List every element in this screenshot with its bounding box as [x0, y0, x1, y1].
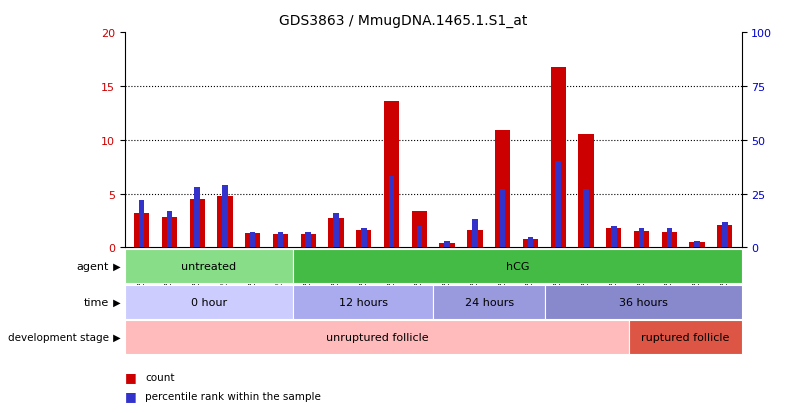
- Bar: [662, 233, 677, 248]
- Text: 0 hour: 0 hour: [191, 297, 227, 307]
- Text: time: time: [84, 297, 109, 307]
- Bar: [634, 232, 649, 248]
- Bar: [444, 241, 450, 248]
- Bar: [550, 67, 566, 248]
- Bar: [606, 228, 621, 248]
- Text: unruptured follicle: unruptured follicle: [326, 332, 429, 342]
- Bar: [328, 219, 343, 248]
- Bar: [467, 230, 483, 248]
- Text: 36 hours: 36 hours: [619, 297, 668, 307]
- Bar: [139, 201, 144, 248]
- Bar: [272, 235, 288, 248]
- Bar: [439, 244, 455, 248]
- Bar: [305, 233, 311, 248]
- Bar: [500, 190, 505, 248]
- Bar: [555, 162, 561, 248]
- Bar: [189, 199, 205, 248]
- Bar: [717, 225, 733, 248]
- Bar: [722, 222, 728, 248]
- Text: 24 hours: 24 hours: [465, 297, 514, 307]
- Bar: [417, 226, 422, 248]
- Bar: [528, 237, 534, 248]
- Bar: [638, 228, 644, 248]
- Bar: [162, 218, 177, 248]
- Bar: [384, 102, 399, 248]
- Text: ▶: ▶: [110, 297, 121, 307]
- Text: count: count: [145, 372, 175, 382]
- Text: ■: ■: [125, 389, 137, 402]
- Text: ▶: ▶: [110, 332, 121, 342]
- Bar: [361, 228, 367, 248]
- Bar: [412, 211, 427, 248]
- Bar: [194, 188, 200, 248]
- Text: agent: agent: [77, 261, 109, 271]
- Bar: [356, 230, 372, 248]
- Bar: [611, 226, 617, 248]
- Text: development stage: development stage: [8, 332, 109, 342]
- Text: percentile rank within the sample: percentile rank within the sample: [145, 391, 321, 401]
- Text: GDS3863 / MmugDNA.1465.1.S1_at: GDS3863 / MmugDNA.1465.1.S1_at: [279, 14, 527, 28]
- Bar: [523, 239, 538, 248]
- Bar: [689, 242, 704, 248]
- Bar: [584, 190, 588, 248]
- Text: ▶: ▶: [110, 261, 121, 271]
- Bar: [218, 196, 233, 248]
- Text: hCG: hCG: [505, 261, 529, 271]
- Bar: [250, 233, 256, 248]
- Bar: [245, 234, 260, 248]
- Text: 12 hours: 12 hours: [339, 297, 388, 307]
- Bar: [694, 241, 700, 248]
- Bar: [579, 135, 594, 248]
- Bar: [278, 233, 283, 248]
- Bar: [167, 211, 172, 248]
- Bar: [333, 214, 339, 248]
- Bar: [134, 214, 149, 248]
- Bar: [301, 235, 316, 248]
- Bar: [472, 220, 478, 248]
- Bar: [495, 131, 510, 248]
- Text: untreated: untreated: [181, 261, 237, 271]
- Bar: [222, 185, 227, 248]
- Text: ■: ■: [125, 370, 137, 384]
- Text: ruptured follicle: ruptured follicle: [642, 332, 729, 342]
- Bar: [388, 177, 394, 248]
- Bar: [667, 228, 672, 248]
